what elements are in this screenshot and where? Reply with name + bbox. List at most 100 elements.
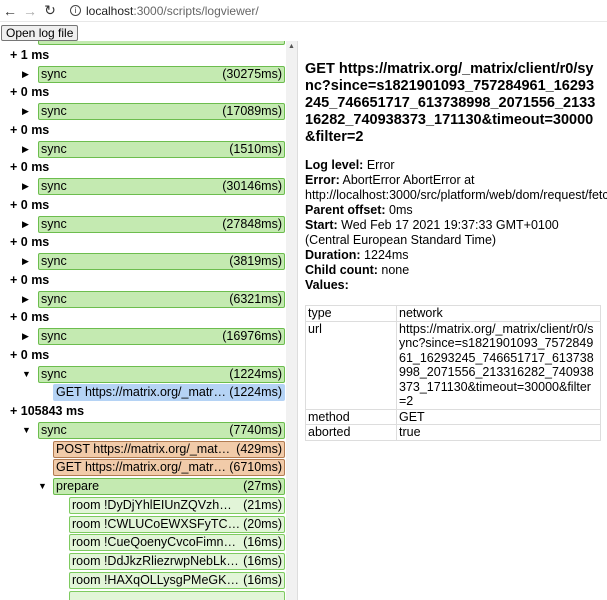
sync-bar[interactable]: sync (6321ms) bbox=[38, 290, 285, 308]
log-item[interactable]: room !DdJkzRliezrwpNebLk:… (16ms) bbox=[0, 552, 286, 570]
expand-icon[interactable]: ▶ bbox=[22, 143, 29, 154]
detail-field: Log level: Error bbox=[305, 158, 607, 173]
collapse-icon[interactable]: ▼ bbox=[22, 424, 31, 435]
log-item[interactable]: room !DyDjYhlEIUnZQVzhD… (21ms) bbox=[0, 496, 286, 514]
item-duration: (1224ms) bbox=[229, 366, 282, 381]
log-item[interactable]: GET https://matrix.org/_matri… (6710ms) bbox=[0, 458, 286, 477]
sync-bar[interactable]: sync (27848ms) bbox=[38, 215, 285, 233]
sync-bar[interactable]: prepare (27ms) bbox=[53, 478, 285, 495]
log-item[interactable]: GET https://matrix.org/_matri… (1224ms) bbox=[0, 383, 286, 402]
expand-icon[interactable]: ▶ bbox=[22, 181, 29, 191]
field-value: 1224ms bbox=[360, 248, 409, 262]
log-item[interactable]: POST https://matrix.org/_matri… (429ms) bbox=[0, 440, 286, 458]
item-duration: (27848ms) bbox=[222, 216, 282, 231]
room-bar[interactable] bbox=[69, 590, 285, 600]
log-item[interactable]: room !CWLUCoEWXSFyTC… (20ms) bbox=[0, 515, 286, 533]
value-value: https://matrix.org/_matrix/client/r0/syn… bbox=[396, 320, 601, 410]
item-duration: (429ms) bbox=[236, 441, 282, 456]
log-item[interactable]: room !CueQoenyCvcoFimnsf… (16ms) bbox=[0, 533, 286, 552]
room-bar[interactable]: room !CueQoenyCvcoFimnsf… (16ms) bbox=[69, 534, 285, 552]
item-duration: (21ms) bbox=[243, 497, 282, 512]
open-log-file-button[interactable]: Open log file bbox=[1, 25, 79, 41]
field-value: AbortError AbortError at http://localhos… bbox=[305, 173, 607, 202]
back-icon[interactable]: ← bbox=[3, 2, 17, 19]
value-value: network bbox=[396, 305, 601, 322]
room-bar[interactable]: room !DyDjYhlEIUnZQVzhD… (21ms) bbox=[69, 496, 285, 514]
expand-icon[interactable]: ▶ bbox=[22, 218, 29, 229]
info-icon[interactable]: i bbox=[70, 5, 81, 16]
item-label: sync bbox=[41, 216, 67, 231]
expand-icon[interactable]: ▶ bbox=[22, 68, 29, 79]
room-bar[interactable]: room !HAXqOLLysgPMeGKh… (16ms) bbox=[69, 571, 285, 589]
sync-bar[interactable]: sync (7740ms) bbox=[38, 421, 285, 439]
item-label: sync bbox=[41, 179, 67, 193]
reload-icon[interactable]: ↻ bbox=[44, 2, 56, 18]
expand-icon[interactable]: ▶ bbox=[22, 256, 29, 266]
log-item[interactable]: ▶ sync (3819ms) bbox=[0, 252, 286, 270]
time-offset-header: + 0 ms bbox=[10, 347, 50, 362]
item-duration: (1510ms) bbox=[229, 141, 282, 156]
item-duration: (30275ms) bbox=[222, 66, 282, 81]
tree-scrollbar[interactable]: ▲ bbox=[286, 41, 297, 600]
log-item[interactable]: ▼ sync (1224ms) bbox=[0, 365, 286, 383]
detail-field: Error: AbortError AbortError at http://l… bbox=[305, 173, 607, 203]
time-offset-header: + 1 ms bbox=[10, 47, 50, 62]
sync-bar[interactable]: sync (1224ms) bbox=[38, 365, 285, 383]
item-label: room !DdJkzRliezrwpNebLk:… bbox=[72, 554, 241, 568]
sync-bar[interactable]: sync (30146ms) bbox=[38, 178, 285, 195]
sync-bar[interactable]: sync (17089ms) bbox=[38, 103, 285, 120]
log-item[interactable]: room !HAXqOLLysgPMeGKh… (16ms) bbox=[0, 571, 286, 589]
sync-bar[interactable]: sync (16976ms) bbox=[38, 328, 285, 345]
room-bar[interactable]: room !DdJkzRliezrwpNebLk:… (16ms) bbox=[69, 553, 285, 570]
item-label: prepare bbox=[56, 479, 100, 493]
field-value: none bbox=[377, 263, 410, 277]
item-label: sync bbox=[41, 254, 67, 268]
sync-bar[interactable] bbox=[38, 41, 285, 45]
sync-bar[interactable]: sync (1510ms) bbox=[38, 140, 285, 158]
values-table: type network url https://matrix.org/_matrix… bbox=[305, 305, 601, 441]
log-item[interactable]: ▼ prepare (27ms) bbox=[0, 477, 286, 495]
item-duration: (20ms) bbox=[243, 516, 282, 531]
net-bar[interactable]: GET https://matrix.org/_matri… (1224ms) bbox=[53, 384, 285, 402]
value-key: url bbox=[305, 320, 397, 410]
time-offset-header: + 0 ms bbox=[10, 160, 50, 175]
item-duration: (16ms) bbox=[243, 572, 282, 587]
item-label: sync bbox=[41, 366, 67, 381]
item-label: sync bbox=[41, 329, 67, 343]
expand-icon[interactable]: ▶ bbox=[22, 331, 29, 341]
collapse-icon[interactable]: ▼ bbox=[38, 481, 47, 491]
item-duration: (6710ms) bbox=[229, 460, 282, 475]
value-row: url https://matrix.org/_matrix/client/r0/… bbox=[305, 320, 601, 410]
log-item[interactable]: ▶ sync (1510ms) bbox=[0, 140, 286, 158]
sync-bar[interactable]: sync (30275ms) bbox=[38, 65, 285, 83]
collapse-icon[interactable]: ▼ bbox=[22, 368, 31, 379]
time-offset-header: + 105843 ms bbox=[10, 404, 85, 418]
log-item[interactable] bbox=[0, 41, 286, 45]
log-item[interactable]: ▶ sync (27848ms) bbox=[0, 215, 286, 233]
log-item[interactable] bbox=[0, 590, 286, 600]
sync-bar[interactable]: sync (3819ms) bbox=[38, 253, 285, 270]
log-item[interactable]: ▶ sync (30146ms) bbox=[0, 177, 286, 195]
log-item[interactable]: ▶ sync (17089ms) bbox=[0, 102, 286, 120]
item-label: GET https://matrix.org/_matri… bbox=[56, 385, 227, 400]
expand-icon[interactable]: ▶ bbox=[22, 293, 29, 304]
value-row: type network bbox=[305, 305, 601, 322]
detail-field: Values: bbox=[305, 278, 607, 293]
forward-icon[interactable]: → bbox=[23, 2, 37, 19]
scroll-up-icon[interactable]: ▲ bbox=[288, 43, 295, 50]
value-value: GET bbox=[396, 408, 601, 425]
log-item[interactable]: ▶ sync (16976ms) bbox=[0, 327, 286, 345]
value-key: method bbox=[305, 408, 397, 425]
log-tree: + 1 ms ▶ sync (30275ms) + 0 ms ▶ sync (17089ms)… bbox=[0, 41, 286, 600]
detail-field: Start: Wed Feb 17 2021 19:37:33 GMT+0100… bbox=[305, 218, 601, 248]
log-item[interactable]: ▶ sync (6321ms) bbox=[0, 290, 286, 308]
room-bar[interactable]: room !CWLUCoEWXSFyTC… (20ms) bbox=[69, 515, 285, 533]
time-offset-header: + 0 ms bbox=[10, 310, 50, 325]
expand-icon[interactable]: ▶ bbox=[22, 106, 29, 116]
log-item[interactable]: ▼ sync (7740ms) bbox=[0, 421, 286, 439]
detail-field: Parent offset: 0ms bbox=[305, 203, 607, 218]
log-item[interactable]: ▶ sync (30275ms) bbox=[0, 65, 286, 83]
req-bar[interactable]: POST https://matrix.org/_matri… (429ms) bbox=[53, 440, 285, 458]
address-bar[interactable]: i localhost:3000/scripts/logviewer/ bbox=[70, 4, 259, 18]
req-bar[interactable]: GET https://matrix.org/_matri… (6710ms) bbox=[53, 459, 285, 477]
